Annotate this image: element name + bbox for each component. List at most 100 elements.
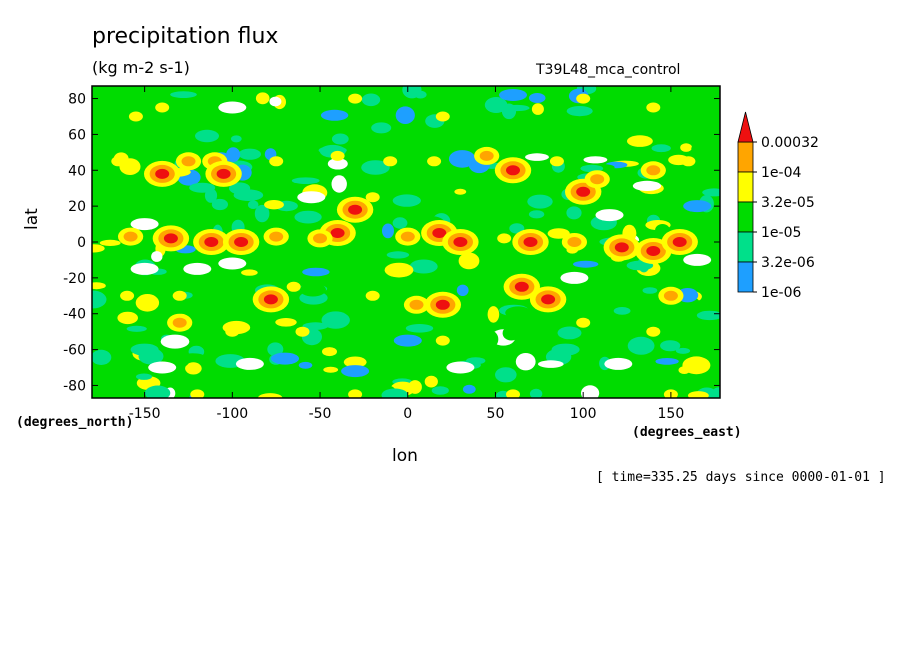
precip-feature bbox=[216, 168, 231, 179]
contour-patch bbox=[267, 342, 284, 357]
precip-feature bbox=[269, 231, 284, 242]
precip-feature bbox=[435, 299, 450, 310]
contour-patch bbox=[323, 366, 339, 373]
time-stamp: [ time=335.25 days since 0000-01-01 ] bbox=[596, 470, 886, 485]
contour-patch bbox=[688, 391, 709, 398]
contour-patch bbox=[660, 340, 681, 352]
precip-feature bbox=[383, 156, 398, 167]
colorbar: 0.00032 1e-04 3.2e-05 1e-05 3.2e-06 1e-06 bbox=[737, 111, 819, 301]
contour-patch bbox=[294, 210, 322, 224]
precip-feature bbox=[400, 231, 415, 242]
contour-patch bbox=[696, 310, 720, 321]
contour-patch bbox=[566, 206, 582, 220]
contour-patch bbox=[92, 226, 119, 235]
contour-patch bbox=[613, 307, 631, 315]
x-tick-label: 0 bbox=[403, 406, 412, 422]
contour-patch bbox=[538, 360, 564, 368]
y-tick-label: -60 bbox=[63, 343, 86, 359]
contour-patch bbox=[382, 223, 394, 239]
contour-patch bbox=[680, 143, 692, 152]
colorbar-segment bbox=[737, 201, 754, 233]
contour-patch bbox=[675, 347, 691, 354]
contour-patch bbox=[195, 129, 219, 143]
contour-patch bbox=[185, 362, 202, 375]
precip-feature bbox=[128, 111, 143, 122]
contour-patch bbox=[302, 267, 330, 277]
precip-feature bbox=[313, 233, 327, 244]
contour-patch bbox=[515, 353, 536, 371]
chart-title: precipitation flux bbox=[92, 24, 279, 49]
precip-feature bbox=[576, 317, 591, 328]
colorbar-top-arrow bbox=[737, 111, 754, 143]
precip-feature bbox=[269, 156, 284, 167]
precip-feature bbox=[523, 237, 538, 247]
precip-feature bbox=[155, 102, 170, 113]
precip-feature bbox=[393, 334, 422, 347]
precip-feature bbox=[427, 156, 442, 167]
contour-patch bbox=[163, 147, 179, 154]
precip-feature bbox=[295, 326, 310, 337]
contour-patch bbox=[528, 93, 546, 103]
precip-feature bbox=[234, 237, 249, 247]
precip-feature bbox=[567, 237, 582, 247]
precip-feature bbox=[646, 326, 661, 337]
contour-patch bbox=[99, 239, 121, 246]
contour-patch bbox=[104, 381, 120, 396]
x-tick-label: -150 bbox=[129, 406, 161, 422]
contour-patch bbox=[409, 259, 438, 274]
contour-patch bbox=[642, 287, 658, 294]
contour-patch bbox=[180, 353, 205, 360]
precip-feature bbox=[560, 271, 589, 284]
contour-patch bbox=[627, 336, 655, 355]
precip-feature bbox=[409, 299, 424, 310]
precip-feature bbox=[183, 262, 212, 275]
contour-patch bbox=[241, 269, 258, 276]
contour-patch bbox=[583, 156, 608, 164]
contour-patch bbox=[392, 217, 408, 229]
contour-patch bbox=[405, 324, 434, 333]
precip-feature bbox=[499, 89, 527, 101]
contour-patch bbox=[531, 103, 544, 115]
contour-patch bbox=[299, 283, 326, 297]
contour-patch bbox=[505, 306, 532, 320]
contour-patch bbox=[341, 294, 361, 307]
contour-patch bbox=[320, 109, 349, 121]
contour-patch bbox=[233, 189, 264, 201]
contour-patch bbox=[384, 262, 414, 278]
contour-patch bbox=[399, 368, 421, 379]
precip-feature bbox=[446, 361, 475, 374]
precip-feature bbox=[225, 326, 240, 337]
precip-feature bbox=[549, 156, 564, 167]
precip-feature bbox=[646, 102, 661, 113]
y-tick-label: 60 bbox=[68, 127, 86, 143]
contour-patch bbox=[502, 325, 520, 341]
precip-feature bbox=[365, 192, 380, 203]
contour-patch bbox=[298, 361, 313, 369]
y-tick-label: 20 bbox=[68, 199, 86, 215]
precip-feature bbox=[286, 281, 301, 292]
contour-patch bbox=[525, 153, 549, 161]
contour-patch bbox=[136, 373, 152, 380]
contour-patch bbox=[496, 390, 510, 398]
precip-feature bbox=[218, 101, 247, 114]
contour-patch bbox=[655, 358, 679, 365]
y-tick-label: 0 bbox=[77, 235, 86, 251]
precip-feature bbox=[348, 389, 363, 398]
contour-patch bbox=[613, 116, 639, 126]
colorbar-label: 3.2e-06 bbox=[761, 255, 815, 271]
precip-feature bbox=[130, 218, 159, 231]
contour-patch bbox=[255, 92, 270, 105]
contour-patch bbox=[151, 251, 163, 262]
precip-feature bbox=[576, 186, 591, 197]
contour-patch bbox=[200, 378, 214, 386]
precip-feature bbox=[506, 165, 520, 176]
contour-patch bbox=[627, 135, 653, 147]
contour-patch bbox=[527, 194, 553, 209]
y-axis-units: (degrees_north) bbox=[16, 415, 134, 430]
precip-feature bbox=[681, 156, 696, 167]
contour-patch bbox=[343, 356, 367, 368]
contour-patch bbox=[92, 244, 105, 253]
x-tick-label: 150 bbox=[658, 406, 685, 422]
contour-patch bbox=[321, 311, 350, 329]
contour-patch bbox=[117, 311, 138, 325]
